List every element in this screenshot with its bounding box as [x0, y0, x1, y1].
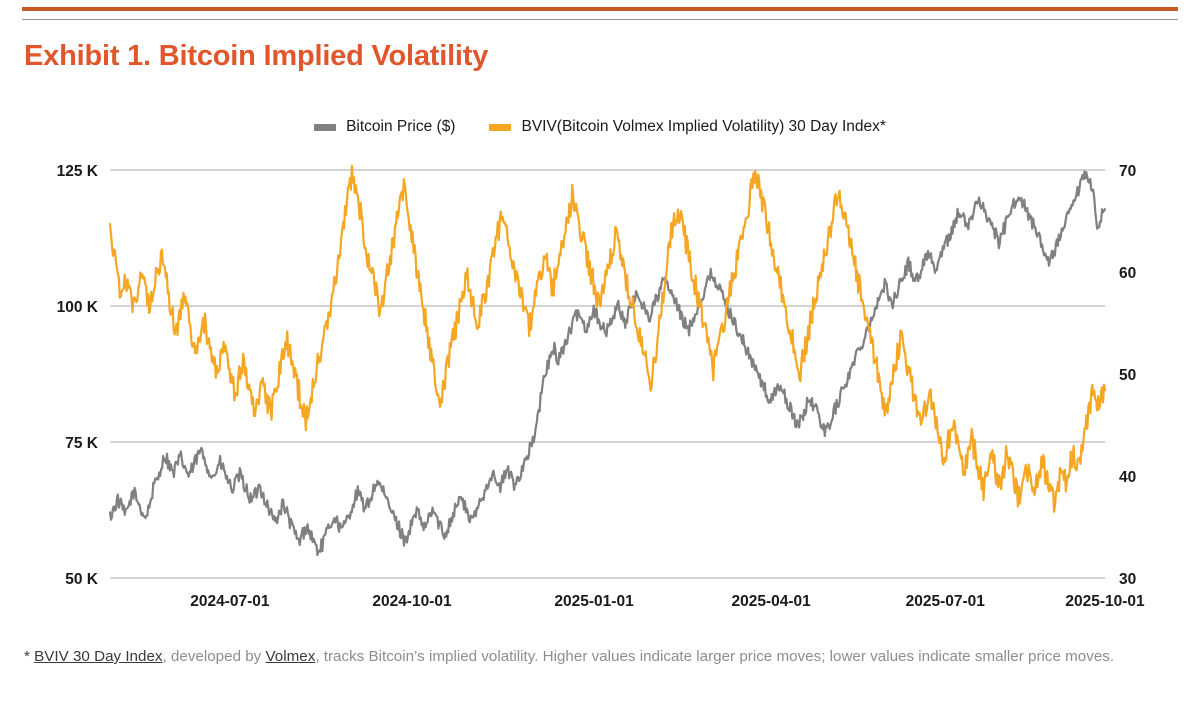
left-axis-tick-label: 125 K [57, 163, 99, 180]
right-axis-tick-label: 50 [1119, 367, 1136, 384]
x-axis-tick-label: 2025-01-01 [554, 593, 634, 610]
legend-swatch-bviv-index [489, 123, 512, 131]
page-title: Exhibit 1. Bitcoin Implied Volatility [24, 40, 489, 72]
legend-swatch-bitcoin-price [314, 123, 337, 131]
right-axis-tick-label: 70 [1119, 163, 1136, 180]
chart-area: 125 K 100 K 75 K 50 K 70 60 50 40 30 2024-07-01 20… [0, 150, 1200, 610]
right-axis-tick-label: 40 [1119, 469, 1136, 486]
footnote-text-tail: , tracks Bitcoin’s implied volatility. H… [315, 648, 1115, 665]
footnote-link-bviv[interactable]: BVIV 30 Day Index [34, 648, 163, 665]
footnote-text-mid: , developed by [162, 648, 266, 665]
series-line-bviv-index [108, 164, 1107, 513]
left-axis-tick-label: 75 K [65, 435, 99, 452]
chart-legend: Bitcoin Price ($) BVIV(Bitcoin Volmex Im… [0, 118, 1200, 136]
legend-item-bitcoin-price: Bitcoin Price ($) [314, 118, 455, 136]
left-axis-tick-label: 100 K [57, 299, 99, 316]
top-accent-rule-thick [22, 7, 1178, 11]
x-axis-tick-label: 2025-04-01 [732, 593, 812, 610]
right-axis-tick-label: 60 [1119, 265, 1136, 282]
dual-axis-line-chart: 125 K 100 K 75 K 50 K 70 60 50 40 30 2024-07-01 20… [57, 163, 1145, 610]
x-axis-tick-label: 2024-10-01 [372, 593, 452, 610]
x-axis-tick-label: 2025-10-01 [1065, 593, 1145, 610]
x-axis-tick-label: 2024-07-01 [190, 593, 270, 610]
series-line-bitcoin-price [108, 170, 1107, 557]
right-axis-tick-label: 30 [1119, 571, 1136, 588]
footnote-asterisk: * [24, 648, 30, 665]
x-axis-tick-label: 2025-07-01 [906, 593, 986, 610]
top-accent-rule-thin [22, 19, 1178, 20]
footnote-link-volmex[interactable]: Volmex [265, 648, 316, 665]
left-axis-tick-label: 50 K [65, 571, 99, 588]
footnote: * BVIV 30 Day Index, developed by Volmex… [24, 645, 1174, 669]
legend-label-bitcoin-price: Bitcoin Price ($) [346, 118, 456, 135]
legend-label-bviv-index: BVIV(Bitcoin Volmex Implied Volatility) … [521, 118, 886, 135]
legend-item-bviv-index: BVIV(Bitcoin Volmex Implied Volatility) … [489, 118, 886, 136]
